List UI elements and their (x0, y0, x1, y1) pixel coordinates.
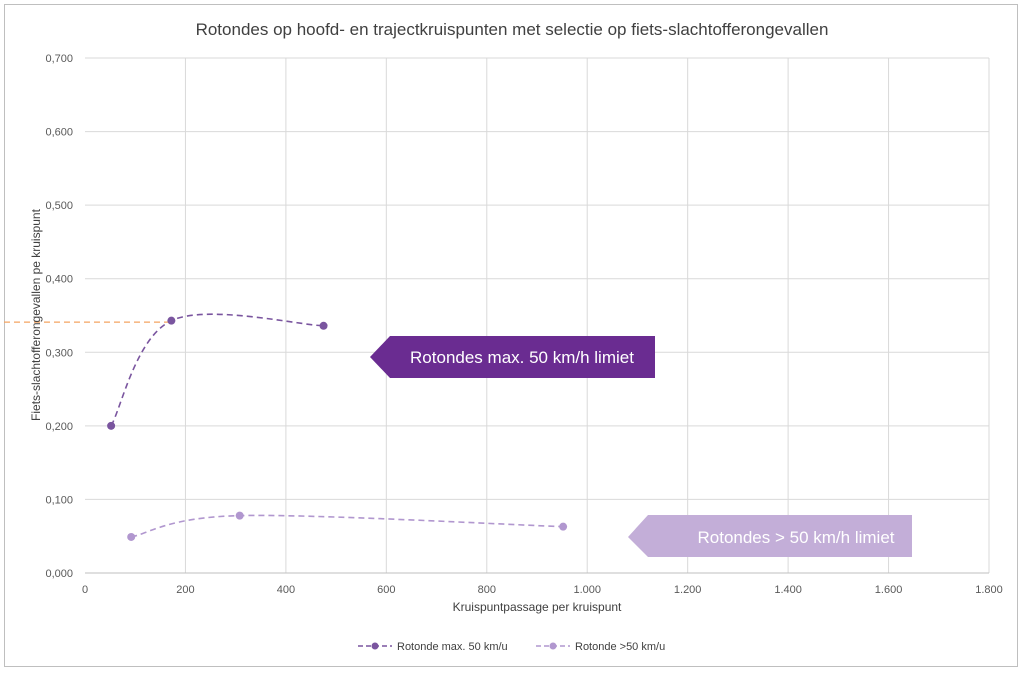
legend-marker-max-50 (371, 642, 379, 650)
x-tick-label: 1.200 (674, 584, 702, 596)
gridlines (85, 57, 990, 573)
y-tick-label: 0,600 (45, 127, 73, 139)
series-layer (107, 313, 568, 541)
x-tick-label: 400 (277, 584, 295, 596)
x-tick-label: 200 (176, 584, 194, 596)
tick-labels: 0,000 0,100 0,200 0,300 0,400 0,500 0,600 0,700… (45, 53, 1002, 596)
callout-max-50-text: Rotondes max. 50 km/h limiet (410, 348, 634, 367)
callout-over-50: Rotondes > 50 km/h limiet (628, 515, 912, 557)
x-tick-label: 1.800 (975, 584, 1003, 596)
data-point (235, 511, 244, 520)
y-tick-label: 0,100 (45, 494, 73, 506)
callout-over-50-shape (628, 515, 912, 557)
y-tick-label: 0,500 (45, 200, 73, 212)
y-tick-label: 0,200 (45, 421, 73, 433)
data-point (167, 316, 176, 325)
x-tick-label: 600 (377, 584, 395, 596)
series-1 (107, 313, 328, 430)
chart-title: Rotondes op hoofd- en trajectkruispunten… (196, 20, 829, 39)
data-point (127, 532, 136, 541)
y-tick-label: 0,400 (45, 274, 73, 286)
series-2 (127, 511, 568, 541)
x-tick-label: 800 (478, 584, 496, 596)
x-tick-label: 1.600 (875, 584, 903, 596)
series-line (110, 313, 324, 427)
x-tick-label: 0 (82, 584, 88, 596)
legend-marker-over-50 (549, 642, 557, 650)
legend-label-max-50: Rotonde max. 50 km/u (397, 641, 508, 653)
data-point (559, 522, 568, 531)
callout-over-50-text: Rotondes > 50 km/h limiet (697, 528, 894, 547)
legend: Rotonde max. 50 km/u Rotonde >50 km/u (358, 641, 665, 653)
legend-item-over-50: Rotonde >50 km/u (536, 641, 665, 653)
callout-max-50: Rotondes max. 50 km/h limiet (370, 336, 655, 378)
legend-item-max-50: Rotonde max. 50 km/u (358, 641, 508, 653)
callout-max-50-shape (370, 336, 655, 378)
y-tick-label: 0,700 (45, 53, 73, 65)
y-axis-title: Fiets-slachtofferongevallen pe kruispunt (29, 208, 43, 421)
y-tick-label: 0,300 (45, 347, 73, 359)
x-axis-title: Kruispuntpassage per kruispunt (453, 600, 622, 614)
x-tick-label: 1.400 (774, 584, 802, 596)
x-tick-label: 1.000 (573, 584, 601, 596)
legend-label-over-50: Rotonde >50 km/u (575, 641, 665, 653)
data-point (107, 421, 116, 430)
data-point (319, 321, 328, 330)
y-tick-label: 0,000 (45, 568, 73, 580)
series-line (131, 514, 564, 538)
